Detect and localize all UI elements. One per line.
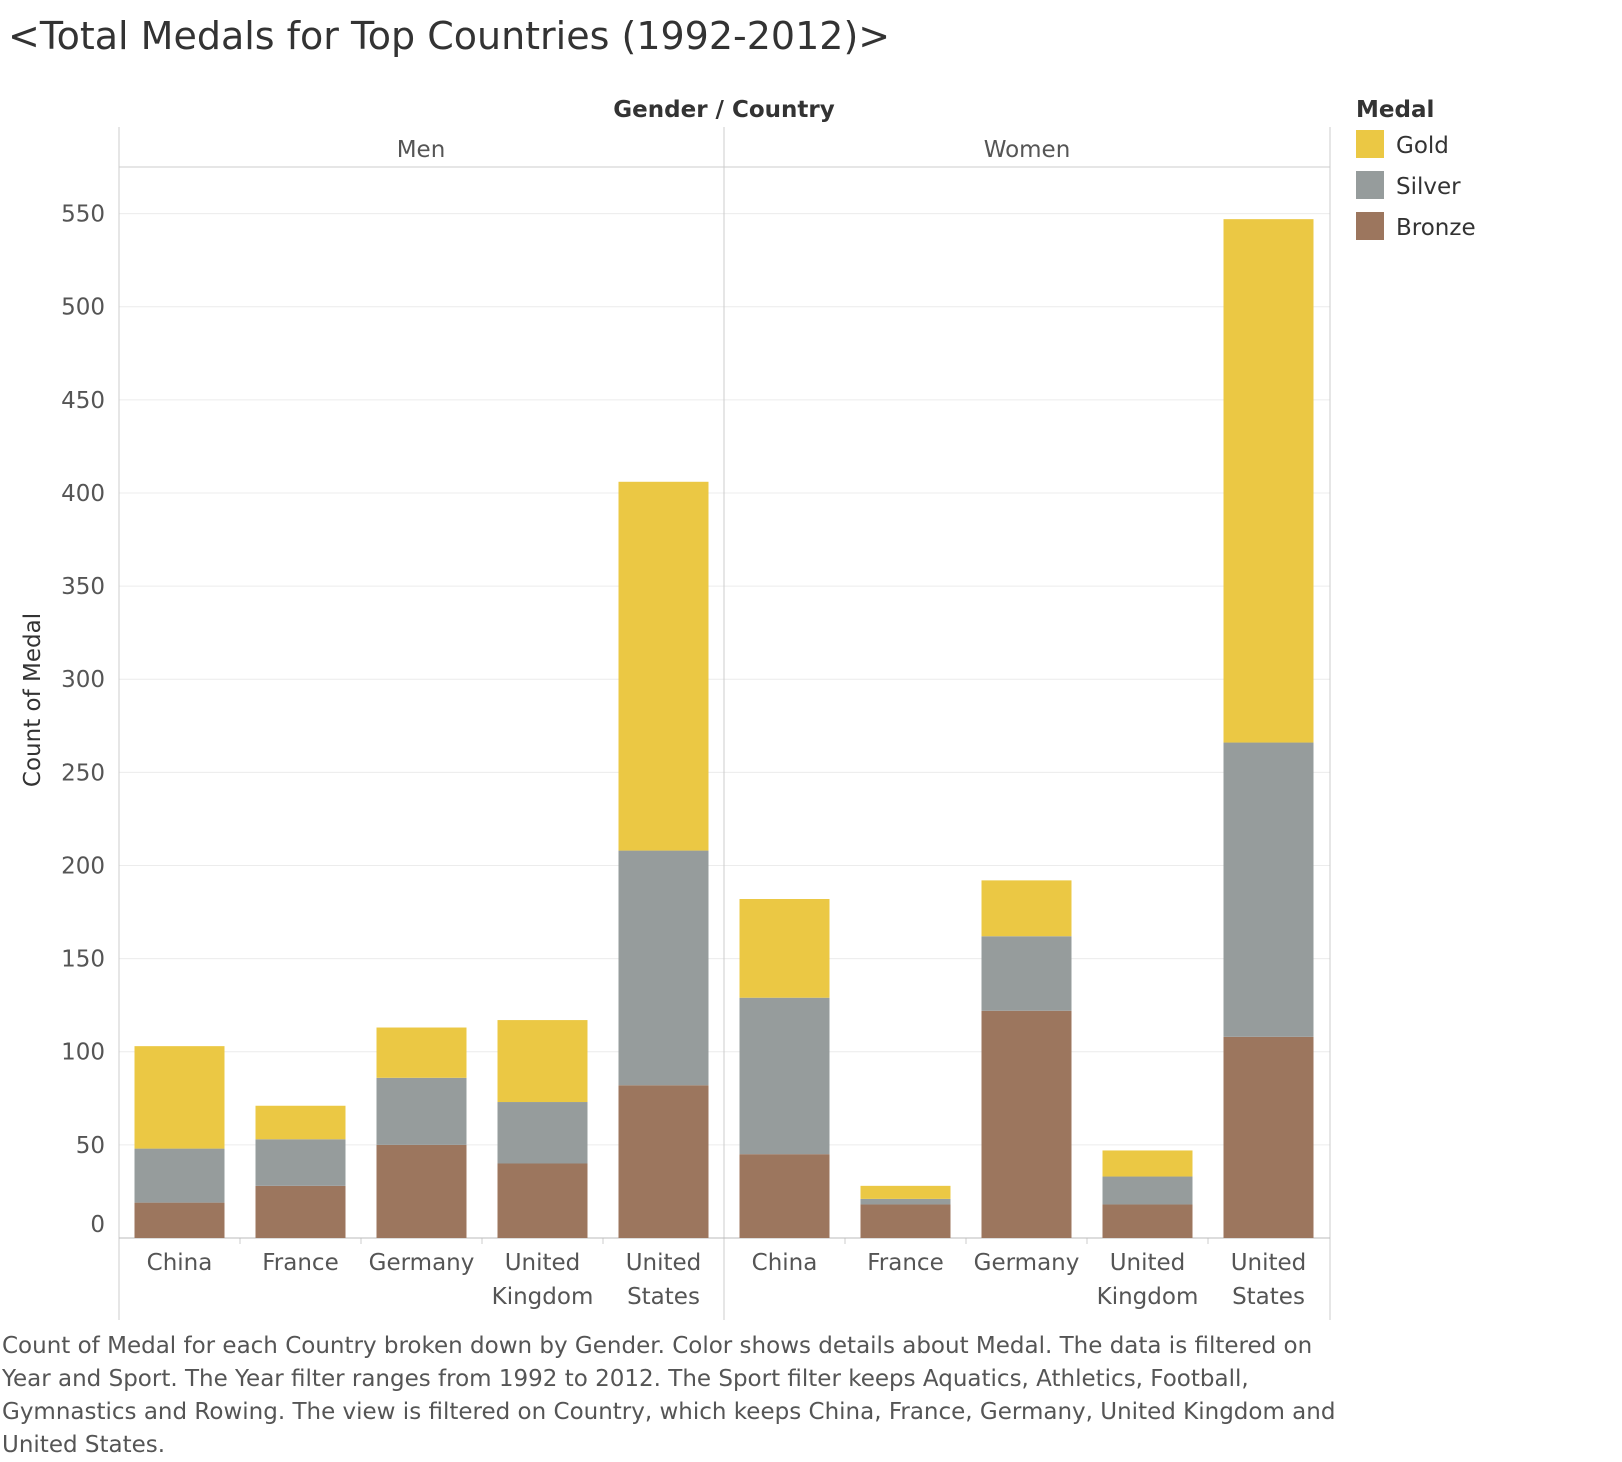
y-tick-label-400: 400 xyxy=(61,481,105,507)
x-tick-label-women-united-kingdom: United Kingdom xyxy=(1097,1250,1199,1310)
panel-label-men: Men xyxy=(397,137,446,163)
y-tick-label-250: 250 xyxy=(61,760,105,786)
bar-women-germany-gold xyxy=(981,880,1072,937)
x-tick-label-men-united-states: United States xyxy=(626,1250,702,1310)
header-label: Gender / Country xyxy=(613,97,834,123)
bars xyxy=(134,219,1314,1238)
bar-men-france-bronze xyxy=(255,1185,346,1238)
legend-title: Medal xyxy=(1356,97,1434,123)
x-tick-label-women-china: China xyxy=(752,1250,818,1276)
bar-men-united-states-bronze xyxy=(618,1085,709,1238)
bar-men-united-states-silver xyxy=(618,850,709,1086)
chart-caption: Count of Medal for each Country broken d… xyxy=(2,1333,1336,1458)
y-tick-label-50: 50 xyxy=(76,1133,105,1159)
y-tick-label-100: 100 xyxy=(61,1040,105,1066)
y-tick-label-350: 350 xyxy=(61,574,105,600)
bar-women-france-gold xyxy=(860,1185,951,1199)
bar-women-china-gold xyxy=(739,899,830,998)
bar-women-france-silver xyxy=(860,1198,951,1205)
x-tick-label-men-germany: Germany xyxy=(369,1250,475,1276)
x-tick-label-women-france: France xyxy=(867,1250,943,1276)
bar-women-united-states-silver xyxy=(1223,742,1314,1037)
y-tick-label-0: 0 xyxy=(90,1212,105,1238)
bar-women-united-kingdom-silver xyxy=(1102,1176,1193,1205)
x-tick-label-men-united-kingdom: United Kingdom xyxy=(492,1250,594,1310)
bar-women-united-states-gold xyxy=(1223,219,1314,743)
bar-women-germany-bronze xyxy=(981,1010,1072,1238)
bar-men-france-silver xyxy=(255,1139,346,1186)
bar-women-united-states-bronze xyxy=(1223,1036,1314,1238)
bar-men-germany-bronze xyxy=(376,1144,467,1238)
y-axis-label: Count of Medal xyxy=(20,613,46,787)
bar-men-france-gold xyxy=(255,1105,346,1140)
y-tick-label-300: 300 xyxy=(61,667,105,693)
bar-women-france-bronze xyxy=(860,1204,951,1238)
axis-labels: Gender / Country Men Women Count of Meda… xyxy=(20,97,1306,1310)
legend-swatch-gold xyxy=(1356,130,1384,158)
y-tick-label-150: 150 xyxy=(61,947,105,973)
bar-men-china-silver xyxy=(134,1148,225,1203)
bar-women-china-bronze xyxy=(739,1154,830,1238)
legend-label-gold: Gold xyxy=(1396,133,1449,159)
bar-men-germany-silver xyxy=(376,1077,467,1145)
bar-men-china-gold xyxy=(134,1046,225,1149)
bar-women-united-kingdom-bronze xyxy=(1102,1204,1193,1238)
y-tick-label-200: 200 xyxy=(61,853,105,879)
legend-label-silver: Silver xyxy=(1396,174,1461,200)
bar-women-china-silver xyxy=(739,997,830,1155)
y-tick-label-550: 550 xyxy=(61,202,105,228)
legend-swatch-silver xyxy=(1356,171,1384,199)
bar-men-united-states-gold xyxy=(618,481,709,851)
legend: Medal Gold Silver Bronze xyxy=(1356,97,1476,241)
x-tick-label-men-france: France xyxy=(262,1250,338,1276)
legend-label-bronze: Bronze xyxy=(1396,215,1476,241)
stacked-bar-chart: Gender / Country Men Women Count of Meda… xyxy=(20,97,1476,1320)
bar-men-germany-gold xyxy=(376,1027,467,1078)
bar-men-united-kingdom-bronze xyxy=(497,1163,588,1238)
x-tick-label-women-germany: Germany xyxy=(974,1250,1080,1276)
x-tick-label-men-china: China xyxy=(147,1250,213,1276)
bar-women-germany-silver xyxy=(981,936,1072,1011)
bar-men-china-bronze xyxy=(134,1202,225,1238)
y-tick-label-500: 500 xyxy=(61,295,105,321)
bar-men-united-kingdom-gold xyxy=(497,1020,588,1103)
bar-women-united-kingdom-gold xyxy=(1102,1150,1193,1177)
panel-label-women: Women xyxy=(984,137,1071,163)
chart-title: <Total Medals for Top Countries (1992-20… xyxy=(8,14,891,58)
legend-swatch-bronze xyxy=(1356,212,1384,240)
y-tick-label-450: 450 xyxy=(61,388,105,414)
x-tick-label-women-united-states: United States xyxy=(1231,1250,1307,1310)
bar-men-united-kingdom-silver xyxy=(497,1102,588,1164)
